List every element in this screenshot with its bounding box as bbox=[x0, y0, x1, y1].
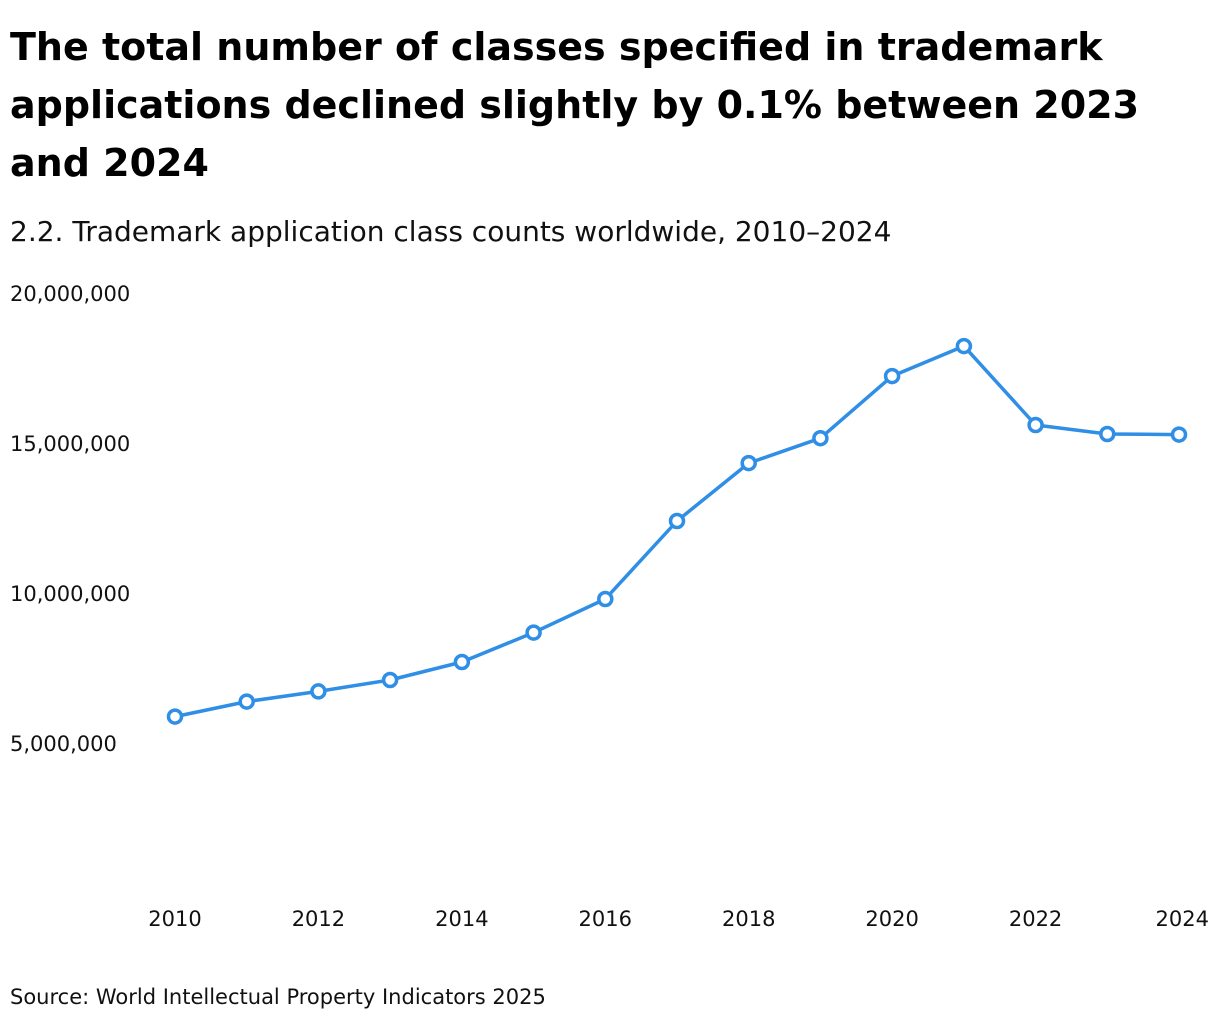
series-group bbox=[166, 337, 1188, 725]
data-point[interactable] bbox=[1170, 426, 1188, 443]
x-tick-label: 2020 bbox=[865, 907, 918, 931]
y-tick-label: 5,000,000 bbox=[10, 732, 117, 756]
data-point[interactable] bbox=[668, 512, 686, 530]
data-point[interactable] bbox=[381, 671, 399, 689]
line-chart: 5,000,000 10,000,000 15,000,000 20,000,000 … bbox=[0, 270, 1220, 950]
line-chart-svg: 5,000,00010,000,00015,000,00020,000,000 … bbox=[10, 282, 1209, 931]
data-point[interactable] bbox=[597, 590, 614, 608]
data-point[interactable] bbox=[1027, 416, 1044, 434]
series-line bbox=[173, 344, 1181, 719]
data-point[interactable] bbox=[1099, 425, 1116, 443]
data-point[interactable] bbox=[740, 454, 757, 472]
data-point[interactable] bbox=[310, 683, 327, 700]
data-point[interactable] bbox=[883, 367, 901, 385]
x-axis: 2010 2012 2014 2016 2018 2020 2022 2024 bbox=[148, 907, 1209, 931]
data-point[interactable] bbox=[955, 337, 973, 355]
x-tick-label: 2016 bbox=[579, 907, 632, 931]
data-point[interactable] bbox=[525, 624, 542, 641]
x-tick-label: 2014 bbox=[435, 907, 488, 931]
data-point[interactable] bbox=[238, 693, 255, 710]
y-axis: 5,000,000 10,000,000 15,000,000 20,000,000 bbox=[10, 282, 130, 756]
x-tick-label: 2018 bbox=[722, 907, 775, 931]
x-tick-label: 2022 bbox=[1009, 907, 1062, 931]
y-tick-label: 20,000,000 bbox=[10, 282, 130, 306]
x-tick-label: 2010 bbox=[148, 907, 201, 931]
y-tick-label: 15,000,000 bbox=[10, 432, 130, 456]
y-tick-label: 10,000,000 bbox=[10, 582, 130, 606]
chart-title: The total number of classes specified in… bbox=[10, 25, 1140, 185]
chart-subtitle: 2.2. Trademark application class counts … bbox=[10, 215, 892, 248]
data-point[interactable] bbox=[812, 429, 829, 447]
data-point[interactable] bbox=[166, 708, 184, 725]
data-point[interactable] bbox=[453, 653, 471, 671]
source-note: Source: World Intellectual Property Indi… bbox=[10, 985, 546, 1009]
x-tick-label: 2024 bbox=[1156, 907, 1209, 931]
x-tick-label: 2012 bbox=[292, 907, 345, 931]
